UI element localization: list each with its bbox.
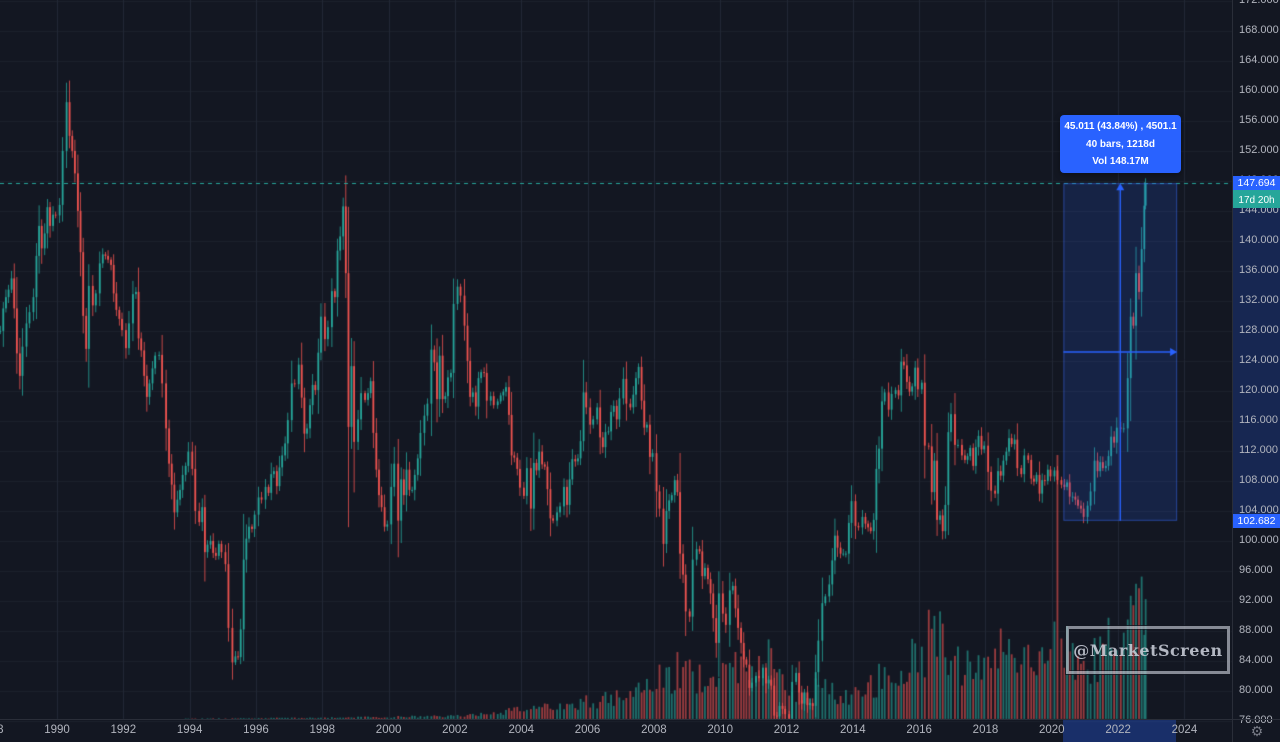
price-axis-label: 112.000 bbox=[1239, 444, 1278, 457]
time-axis-label: 1992 bbox=[110, 724, 137, 736]
time-axis-label: 2020 bbox=[1039, 724, 1065, 736]
time-axis-border bbox=[0, 719, 1280, 720]
price-axis-label: 92.000 bbox=[1239, 594, 1273, 607]
price-axis-label: 152.000 bbox=[1239, 144, 1279, 157]
last-price-label bbox=[1233, 190, 1280, 194]
price-axis-label: 132.000 bbox=[1239, 294, 1279, 307]
time-axis-label: 2002 bbox=[442, 724, 468, 736]
time-axis-label: 2006 bbox=[574, 724, 601, 736]
time-axis-selection-highlight bbox=[1063, 719, 1176, 742]
time-axis-label: 2016 bbox=[906, 724, 932, 736]
time-axis-label: 2022 bbox=[1105, 724, 1131, 736]
measure-volume-text: Vol 148.17M bbox=[1092, 155, 1149, 167]
price-axis-label: 128.000 bbox=[1239, 324, 1279, 337]
price-axis-label: 172.000 bbox=[1239, 0, 1279, 7]
time-axis-label: 2018 bbox=[972, 724, 999, 736]
price-axis-selection-highlight bbox=[1233, 176, 1280, 528]
measure-bars-text: 40 bars, 1218d bbox=[1086, 138, 1155, 150]
price-axis-label: 80.000 bbox=[1239, 684, 1273, 697]
price-axis[interactable]: 172.000 168.000 164.000 160.000 156.000 152.0… bbox=[1233, 0, 1280, 726]
price-axis-border bbox=[1232, 0, 1233, 742]
price-axis-label: 104.000 bbox=[1239, 504, 1279, 517]
time-axis-label: 1998 bbox=[309, 724, 336, 736]
time-axis-label: 1990 bbox=[44, 724, 70, 736]
measure-change-text: 45.011 (43.84%) , 4501.1 bbox=[1064, 121, 1177, 133]
price-axis-label: 108.000 bbox=[1239, 474, 1279, 487]
price-axis-label: 116.000 bbox=[1239, 414, 1278, 427]
time-axis-label: 1994 bbox=[176, 724, 203, 736]
price-axis-label: 164.000 bbox=[1239, 54, 1279, 67]
price-axis-label: 156.000 bbox=[1239, 114, 1279, 127]
price-axis-label: 124.000 bbox=[1239, 354, 1279, 367]
time-axis[interactable]: 1988 1990 1992 1994 1996 1998 2000 2002 2004 2006… bbox=[0, 719, 1232, 742]
time-axis-label: 2012 bbox=[773, 724, 800, 736]
time-axis-label: 2000 bbox=[375, 724, 402, 736]
time-axis-label: 1996 bbox=[243, 724, 269, 736]
price-axis-label: 84.000 bbox=[1239, 654, 1273, 667]
price-axis-label: 140.000 bbox=[1239, 234, 1279, 247]
bar-countdown-label: 17d 20h bbox=[1233, 193, 1280, 208]
price-axis-label: 160.000 bbox=[1239, 84, 1279, 97]
time-axis-label: 2004 bbox=[508, 724, 535, 736]
time-axis-label: 2008 bbox=[641, 724, 667, 736]
gear-icon[interactable]: ⚙ bbox=[1250, 723, 1264, 739]
measure-tooltip[interactable]: 45.011 (43.84%) , 4501.1 40 bars, 1218d … bbox=[1060, 115, 1181, 173]
price-axis-label: 76.000 bbox=[1239, 714, 1273, 727]
price-axis-label: 168.000 bbox=[1239, 24, 1279, 37]
time-axis-label: 2010 bbox=[707, 724, 733, 736]
price-axis-label: 100.000 bbox=[1239, 534, 1279, 547]
price-axis-label: 96.000 bbox=[1239, 564, 1273, 577]
measure-low-price-label: 102.682 bbox=[1233, 513, 1280, 528]
measure-high-price-label: 147.694 bbox=[1233, 176, 1280, 190]
time-axis-label: 1988 bbox=[0, 724, 4, 736]
price-axis-label: 136.000 bbox=[1239, 264, 1279, 277]
watermark-badge: @MarketScreen bbox=[1066, 626, 1230, 674]
time-axis-label: 2014 bbox=[840, 724, 866, 736]
price-axis-label: 88.000 bbox=[1239, 624, 1273, 637]
time-axis-label: 2024 bbox=[1171, 724, 1198, 736]
price-axis-label: 120.000 bbox=[1239, 384, 1279, 397]
